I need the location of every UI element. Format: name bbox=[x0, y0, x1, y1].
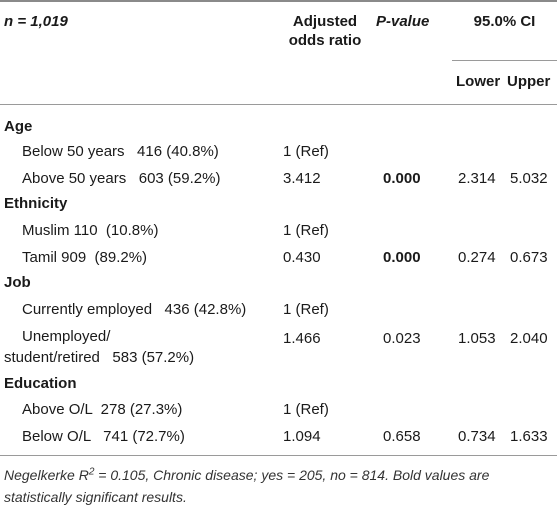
row-pvalue: 0.000 bbox=[383, 170, 421, 187]
row-aor: 0.430 bbox=[283, 249, 321, 266]
top-rule bbox=[0, 0, 557, 2]
header-aor-line1: Adjusted bbox=[292, 13, 358, 30]
row-aor: 1 (Ref) bbox=[283, 222, 329, 239]
header-pvalue: P-value bbox=[376, 13, 430, 30]
row-upper: 0.673 bbox=[510, 249, 548, 266]
row-aor: 1 (Ref) bbox=[283, 143, 329, 160]
row-label: Above O/L 278 (27.3%) bbox=[22, 401, 183, 418]
header-lower: Lower bbox=[456, 73, 501, 90]
row-label-line1: Unemployed/ bbox=[22, 328, 111, 345]
row-pvalue: 0.000 bbox=[383, 249, 421, 266]
footnote-rest: = 0.105, Chronic disease; yes = 205, no … bbox=[4, 467, 490, 505]
table-footnote: Negelkerke R2 = 0.105, Chronic disease; … bbox=[4, 464, 557, 508]
row-label-line2: student/retired 583 (57.2%) bbox=[4, 349, 195, 366]
row-aor: 3.412 bbox=[283, 170, 321, 187]
row-aor: 1 (Ref) bbox=[283, 401, 329, 418]
section-title-ethnicity: Ethnicity bbox=[4, 195, 68, 212]
section-title-education: Education bbox=[4, 375, 77, 392]
row-label: Below O/L 741 (72.7%) bbox=[22, 428, 185, 445]
bottom-rule bbox=[0, 455, 557, 456]
row-label: Muslim 110 (10.8%) bbox=[22, 222, 159, 239]
row-label: Below 50 years 416 (40.8%) bbox=[22, 143, 219, 160]
row-pvalue: 0.023 bbox=[383, 330, 421, 347]
ci-rule bbox=[452, 60, 557, 61]
header-aor-line2: odds ratio bbox=[288, 32, 362, 49]
footnote-prefix: Negelkerke R bbox=[4, 467, 89, 483]
header-ci: 95.0% CI bbox=[473, 13, 536, 30]
row-lower: 1.053 bbox=[458, 330, 496, 347]
row-pvalue: 0.658 bbox=[383, 428, 421, 445]
footnote-superscript: 2 bbox=[88, 466, 95, 478]
row-lower: 0.274 bbox=[458, 249, 496, 266]
row-aor: 1.466 bbox=[283, 330, 321, 347]
section-title-job: Job bbox=[4, 274, 31, 291]
header-n: n = 1,019 bbox=[4, 13, 68, 30]
row-lower: 0.734 bbox=[458, 428, 496, 445]
row-upper: 5.032 bbox=[510, 170, 548, 187]
row-aor: 1.094 bbox=[283, 428, 321, 445]
row-label: Currently employed 436 (42.8%) bbox=[22, 301, 247, 318]
section-title-age: Age bbox=[4, 118, 33, 135]
row-aor: 1 (Ref) bbox=[283, 301, 329, 318]
row-label: Tamil 909 (89.2%) bbox=[22, 249, 148, 266]
row-upper: 2.040 bbox=[510, 330, 548, 347]
row-label: Above 50 years 603 (59.2%) bbox=[22, 170, 221, 187]
header-upper: Upper bbox=[507, 73, 551, 90]
row-upper: 1.633 bbox=[510, 428, 548, 445]
header-rule bbox=[0, 104, 557, 105]
row-lower: 2.314 bbox=[458, 170, 496, 187]
